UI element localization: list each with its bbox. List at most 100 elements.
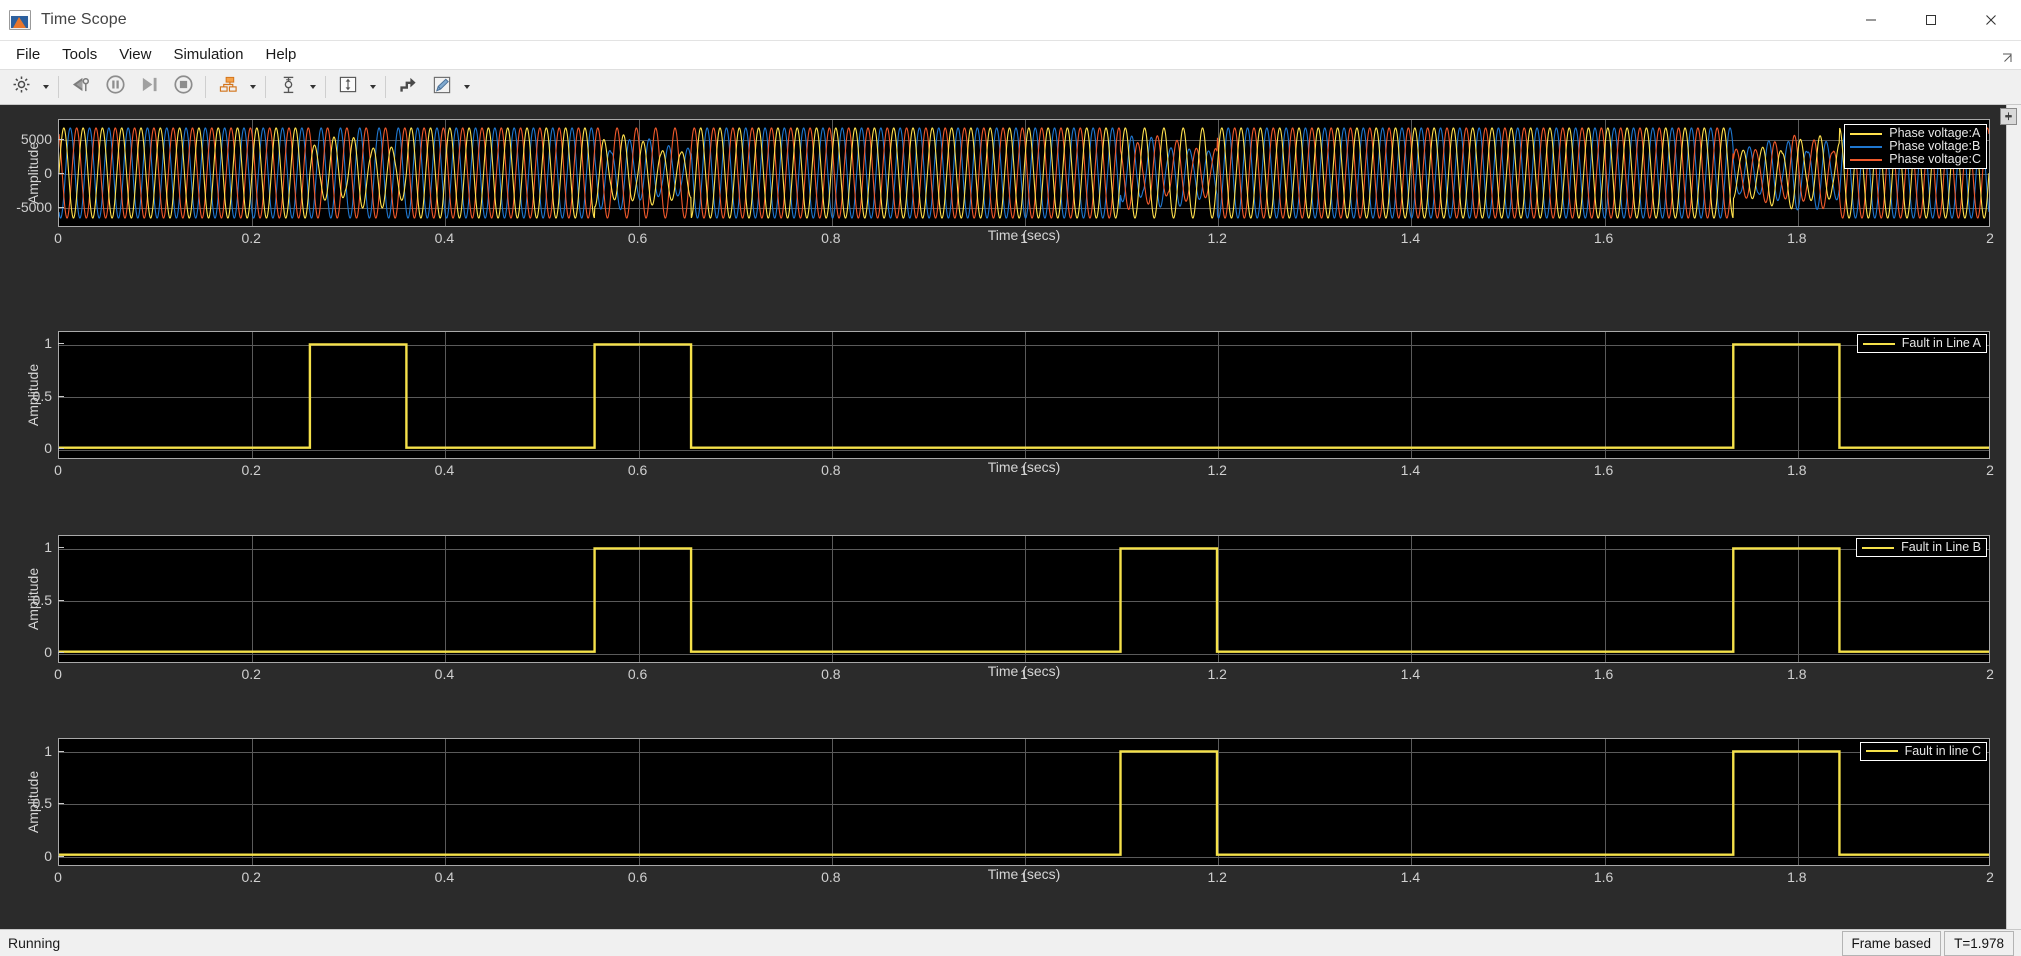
legend-swatch-icon — [1865, 750, 1898, 753]
scale-axes-caret[interactable] — [365, 72, 380, 102]
menu-help[interactable]: Help — [265, 46, 297, 63]
menu-bar: File Tools View Simulation Help — [0, 41, 2021, 69]
x-tick-label: 1.8 — [1787, 665, 1807, 682]
scale-axes-button[interactable] — [331, 72, 365, 102]
legend-item[interactable]: Fault in Line A — [1862, 337, 1981, 350]
close-button[interactable] — [1961, 0, 2021, 40]
legend-item[interactable]: Phase voltage:A — [1850, 127, 1981, 140]
y-tick-mark — [58, 206, 64, 208]
annotate-caret[interactable] — [459, 72, 474, 102]
axes-fault-line-b[interactable]: Fault in Line B — [58, 534, 1990, 663]
stop-icon — [173, 74, 194, 100]
toolbar — [0, 69, 2021, 105]
legend-fault-line-b[interactable]: Fault in Line B — [1856, 538, 1987, 558]
x-tick-label: 2 — [1986, 665, 1994, 682]
pin-icon[interactable] — [2000, 108, 2017, 125]
x-tick-label: 1.8 — [1787, 869, 1807, 886]
step-forward-button[interactable] — [132, 72, 166, 102]
y-tick-mark — [58, 855, 64, 857]
grid-line-vertical — [832, 739, 833, 866]
x-tick-label: 1 — [1020, 461, 1028, 478]
menu-view[interactable]: View — [119, 46, 152, 63]
menu-tools[interactable]: Tools — [62, 46, 98, 63]
x-tick-label: 0 — [54, 230, 62, 246]
toolbar-separator-4 — [325, 76, 326, 98]
grid-line-vertical — [445, 739, 446, 866]
grid-line-vertical — [1411, 739, 1412, 866]
measurements-caret[interactable] — [305, 72, 320, 102]
axes-fault-line-c[interactable]: Fault in line C — [58, 738, 1990, 867]
y-tick-mark — [58, 139, 64, 141]
y-tick-label: 1 — [44, 539, 52, 556]
series-B — [59, 128, 1989, 218]
configuration-properties-button[interactable] — [4, 72, 38, 102]
menu-simulation[interactable]: Simulation — [173, 46, 244, 63]
menu-file[interactable]: File — [16, 46, 41, 63]
legend-label: Phase voltage:B — [1889, 139, 1981, 153]
y-tick-label: -5000 — [16, 198, 52, 215]
autoscale-icon — [338, 75, 358, 99]
vertical-scrollbar[interactable] — [2006, 105, 2021, 929]
y-tick-label: 0.5 — [32, 795, 52, 812]
x-tick-label: 0 — [54, 461, 62, 478]
axes-three-phase-voltage[interactable]: Phase voltage:A Phase voltage:B Phase volt… — [58, 119, 1990, 227]
x-tick-label: 0.2 — [241, 230, 261, 246]
grid-line-vertical — [1798, 120, 1799, 226]
grid-line-vertical — [252, 331, 253, 458]
y-tick-mark — [58, 599, 64, 601]
grid-line-horizontal — [59, 344, 1989, 346]
toolbar-separator-1 — [58, 76, 59, 98]
x-tick-label: 1.2 — [1207, 869, 1227, 886]
x-tick-label: 1.4 — [1400, 665, 1421, 682]
share-button[interactable] — [391, 72, 425, 102]
minimize-button[interactable] — [1841, 0, 1901, 40]
configuration-properties-caret[interactable] — [38, 72, 53, 102]
grid-line-vertical — [1025, 120, 1026, 226]
grid-line-horizontal — [59, 857, 1989, 859]
axes-fault-line-a[interactable]: Fault in Line A — [58, 330, 1990, 459]
annotate-button[interactable] — [425, 72, 459, 102]
legend-three-phase-voltage[interactable]: Phase voltage:A Phase voltage:B Phase volt… — [1844, 124, 1987, 169]
pause-button[interactable] — [98, 72, 132, 102]
legend-swatch-icon — [1862, 342, 1895, 345]
x-tick-label: 2 — [1986, 230, 1994, 246]
legend-item[interactable]: Phase voltage:C — [1850, 153, 1981, 166]
menu-overflow-icon[interactable] — [2002, 53, 2013, 67]
legend-fault-line-a[interactable]: Fault in Line A — [1856, 334, 1987, 354]
legend-item[interactable]: Fault in line C — [1865, 744, 1981, 758]
legend-item[interactable]: Fault in Line B — [1862, 541, 1981, 554]
measurements-button[interactable] — [271, 72, 305, 102]
grid-line-horizontal — [59, 449, 1989, 451]
plot-panel-fault-line-c: Amplitude Fault in line C 1 0.5 0 0 0.2 0.4 0.6 0… — [0, 720, 2021, 929]
legend-item[interactable]: Phase voltage:B — [1850, 140, 1981, 153]
x-tick-label: 0.8 — [821, 869, 841, 886]
grid-line-vertical — [639, 535, 640, 662]
stop-button[interactable] — [166, 72, 200, 102]
x-tick-label: 0.6 — [627, 869, 648, 886]
series-fault-in-line-b — [59, 548, 1989, 651]
title-bar: Time Scope — [0, 0, 2021, 41]
grid-line-vertical — [1605, 120, 1606, 226]
grid-line-horizontal — [59, 140, 1989, 141]
series-C — [59, 128, 1989, 218]
signal-selection-button[interactable] — [211, 72, 245, 102]
series-fault-in-line-c — [59, 752, 1989, 855]
x-tick-label: 1.4 — [1400, 230, 1421, 246]
maximize-button[interactable] — [1901, 0, 1961, 40]
grid-line-vertical — [1411, 120, 1412, 226]
y-tick-label: 0 — [44, 644, 52, 660]
grid-line-vertical — [832, 535, 833, 662]
x-tick-label: 2 — [1986, 461, 1994, 478]
grid-line-horizontal — [59, 752, 1989, 754]
step-back-button[interactable] — [64, 72, 98, 102]
y-tick-label: 5000 — [20, 131, 52, 148]
grid-line-vertical — [1411, 535, 1412, 662]
x-axis-label-fault-line-a: Time (secs) — [987, 458, 1061, 475]
grid-line-horizontal — [59, 804, 1989, 806]
signal-selection-caret[interactable] — [245, 72, 260, 102]
x-tick-label: 1.6 — [1593, 869, 1614, 886]
x-tick-label: 0.4 — [434, 461, 455, 478]
legend-fault-line-c[interactable]: Fault in line C — [1859, 741, 1987, 761]
plot-panel-three-phase-voltage: Amplitude Phase voltage:A Phase voltage:B P… — [0, 109, 2021, 313]
grid-line-vertical — [1218, 120, 1219, 226]
